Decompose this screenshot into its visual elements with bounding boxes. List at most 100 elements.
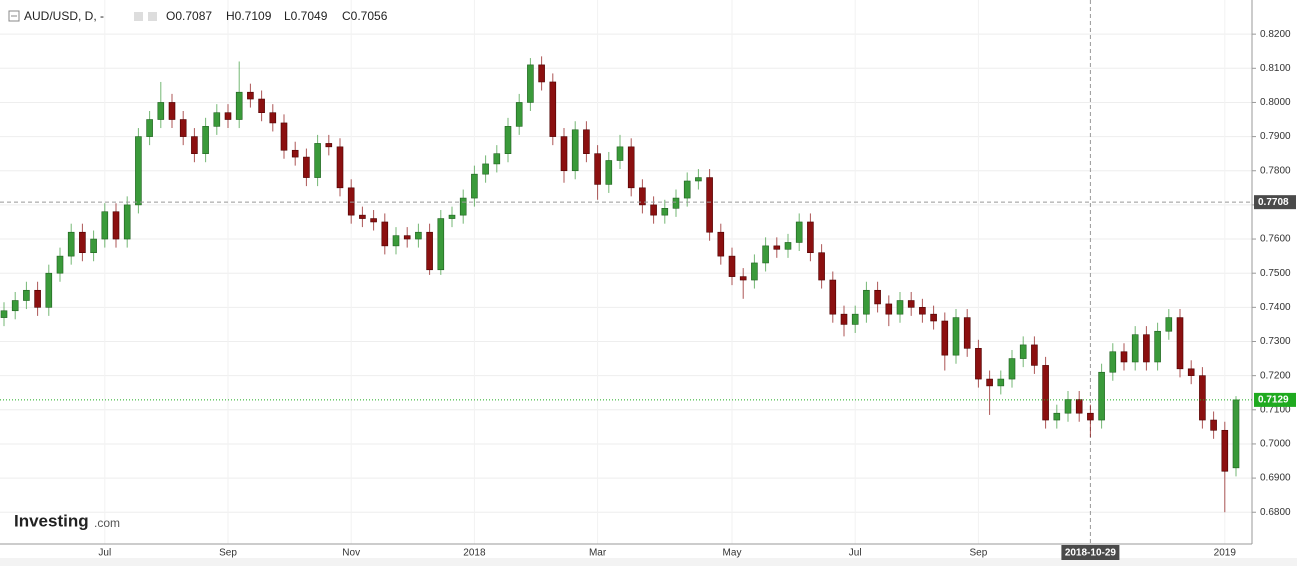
x-tick-label: 2019 xyxy=(1214,548,1237,559)
candle-body xyxy=(224,112,232,120)
candle-body xyxy=(1064,399,1072,414)
collapse-button[interactable] xyxy=(8,10,20,22)
ohlc-high: H0.7109 xyxy=(226,9,272,23)
y-tick-label: 0.7800 xyxy=(1260,165,1291,176)
candle-body xyxy=(683,180,691,199)
y-tick-label: 0.7900 xyxy=(1260,131,1291,142)
candle-body xyxy=(885,303,893,315)
candle-body xyxy=(336,146,344,189)
candle-body xyxy=(415,231,422,240)
y-tick-label: 0.8200 xyxy=(1260,29,1291,40)
candle-body xyxy=(1075,399,1083,414)
candle-body xyxy=(1131,334,1139,363)
candle-body xyxy=(11,300,19,312)
candle-body xyxy=(67,231,75,257)
chart-title: AUD/USD, D, - xyxy=(24,9,104,23)
candle-body xyxy=(146,119,153,137)
candle-body xyxy=(303,156,310,178)
candle-body xyxy=(616,146,624,161)
candle-body xyxy=(952,317,960,356)
candle-body xyxy=(493,153,501,165)
candle-body xyxy=(1042,365,1049,421)
candle-body xyxy=(1109,351,1117,373)
candle-body xyxy=(997,378,1005,387)
candle-body xyxy=(739,276,747,281)
settings-icon[interactable] xyxy=(134,12,143,21)
candle-body xyxy=(829,279,837,315)
x-tick-label: Jul xyxy=(98,548,111,559)
candle-body xyxy=(504,126,512,154)
candle-body xyxy=(751,262,758,281)
candle-body xyxy=(560,136,568,172)
candle-body xyxy=(381,221,389,247)
candle-body xyxy=(1019,344,1027,359)
candle-body xyxy=(851,313,859,325)
candle-body xyxy=(235,91,243,120)
candle-body xyxy=(359,214,366,219)
candle-body xyxy=(392,235,400,247)
candle-body xyxy=(482,163,489,175)
y-tick-label: 0.8100 xyxy=(1260,63,1291,74)
candle-body xyxy=(213,112,221,127)
candle-body xyxy=(907,300,915,308)
candle-body xyxy=(202,126,209,154)
candle-body xyxy=(549,81,557,137)
candle-body xyxy=(762,245,769,264)
candle-body xyxy=(45,272,53,308)
candle-body xyxy=(930,313,937,322)
ohlc-close: C0.7056 xyxy=(342,9,388,23)
candle-body xyxy=(347,187,355,216)
crosshair-date-box xyxy=(1061,545,1120,560)
candle-body xyxy=(370,218,377,223)
candle-body xyxy=(874,289,881,305)
x-tick-label: 2018 xyxy=(463,548,486,559)
candle-body xyxy=(403,235,411,240)
candle-body xyxy=(112,211,120,240)
candle-body xyxy=(56,255,64,274)
watermark-suffix: .com xyxy=(94,516,120,530)
y-tick-label: 0.7300 xyxy=(1260,336,1291,347)
candle-body xyxy=(728,255,736,277)
candle-body xyxy=(1087,412,1094,421)
candle-body xyxy=(325,143,333,148)
candle-body xyxy=(0,310,8,318)
candle-body xyxy=(426,231,433,271)
y-tick-label: 0.7200 xyxy=(1260,370,1291,381)
candle-body xyxy=(291,149,299,158)
candle-body xyxy=(179,119,187,137)
y-tick-label: 0.7600 xyxy=(1260,234,1291,245)
candle-body xyxy=(963,317,971,349)
candle-body xyxy=(863,289,870,315)
candle-body xyxy=(717,231,725,257)
candle-body xyxy=(459,197,467,216)
candle-body xyxy=(280,122,288,151)
candle-body xyxy=(1031,344,1038,366)
candle-body xyxy=(986,378,993,387)
candle-body xyxy=(583,129,590,154)
crosshair-date-label: 2018-10-29 xyxy=(1065,548,1117,559)
candle-body xyxy=(1154,330,1161,363)
candle-body xyxy=(258,98,265,113)
candle-body xyxy=(840,313,848,325)
candle-body xyxy=(571,129,579,172)
candle-body xyxy=(605,160,613,185)
x-tick-label: Sep xyxy=(970,548,988,559)
y-tick-label: 0.7000 xyxy=(1260,439,1291,450)
y-tick-label: 0.6800 xyxy=(1260,507,1291,518)
candle-body xyxy=(157,102,165,120)
y-tick-label: 0.6900 xyxy=(1260,473,1291,484)
candle-body xyxy=(314,143,321,178)
candle-body xyxy=(247,91,254,100)
candle-body xyxy=(1120,351,1128,363)
candle-body xyxy=(1199,375,1206,421)
candle-body xyxy=(1165,317,1173,332)
x-tick-label: Nov xyxy=(342,548,360,559)
watermark: Investing xyxy=(14,511,89,530)
bottom-strip xyxy=(0,558,1297,566)
candle-body xyxy=(672,197,680,209)
candle-body xyxy=(538,64,545,83)
candle-body xyxy=(1008,358,1016,380)
close-icon[interactable] xyxy=(148,12,157,21)
